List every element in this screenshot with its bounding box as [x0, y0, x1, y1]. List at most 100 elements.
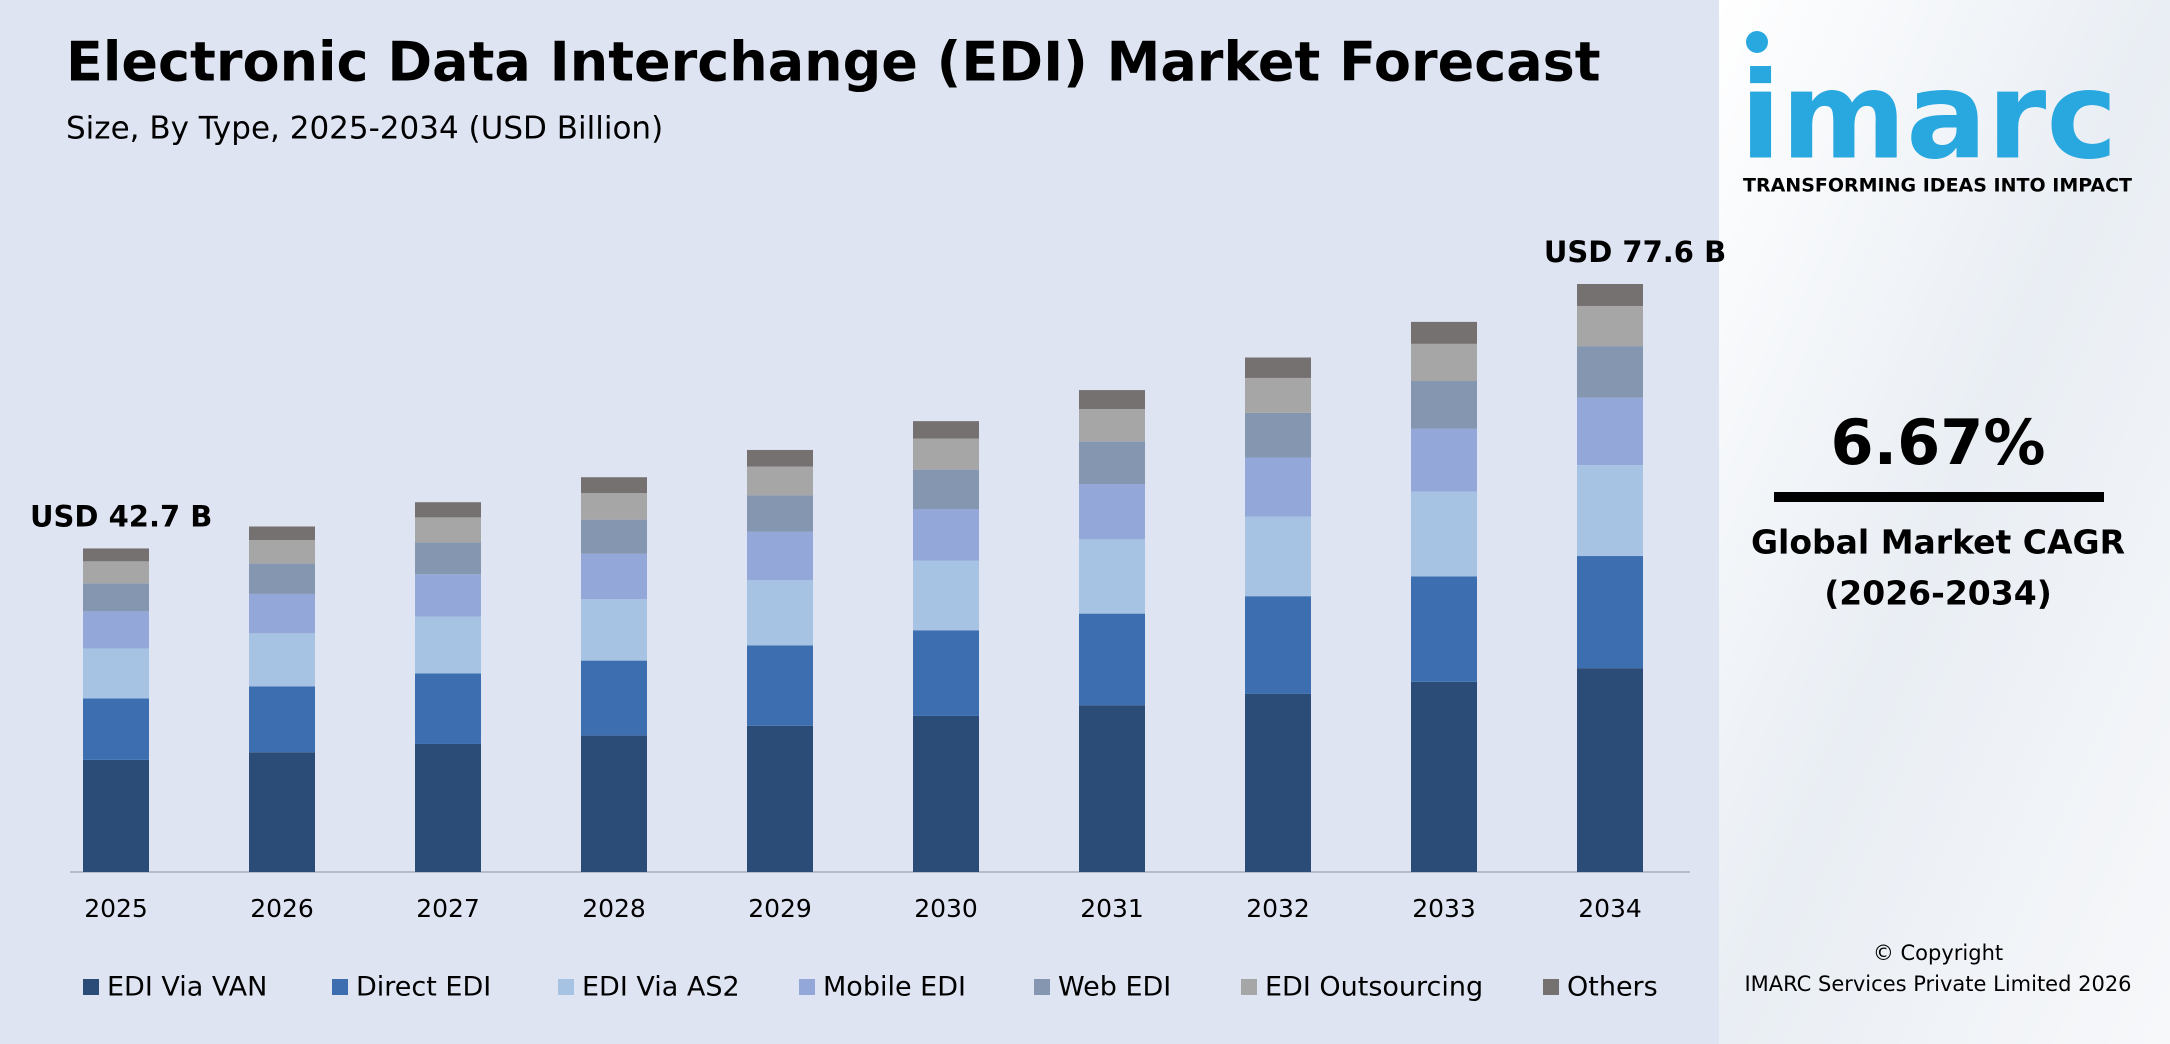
legend-label: Mobile EDI [823, 972, 966, 1003]
bar-segment [83, 759, 149, 872]
bar-segment [1079, 390, 1145, 410]
bar-segment [1079, 441, 1145, 485]
bar-segment [1577, 465, 1643, 557]
legend-marker [558, 979, 574, 995]
annotation: USD 77.6 B [1544, 235, 1726, 269]
bar-segment [1245, 516, 1311, 597]
bar-segment [1079, 705, 1145, 872]
bar-segment [249, 752, 315, 872]
bar-segment [1245, 412, 1311, 458]
bar-segment [747, 725, 813, 872]
bar-segment [249, 593, 315, 634]
bar-segment [83, 648, 149, 699]
bar-segment [83, 611, 149, 649]
bar-segment [1577, 556, 1643, 669]
bar-segment [581, 735, 647, 872]
bar-segment [581, 519, 647, 554]
bar-segment [1577, 284, 1643, 306]
bar-segment [415, 517, 481, 543]
legend-marker [1034, 979, 1050, 995]
cagr-label: Global Market CAGR [1751, 523, 2125, 562]
legend-label: EDI Via VAN [107, 972, 267, 1003]
bar-segment [249, 633, 315, 687]
x-tick-label: 2029 [748, 894, 812, 923]
bar-segment [747, 580, 813, 646]
bar-segment [747, 645, 813, 726]
bar-segment [1577, 668, 1643, 872]
bar-segment [249, 563, 315, 594]
legend-label: Others [1567, 972, 1658, 1003]
bar-segment [1245, 357, 1311, 378]
bar-segment [581, 660, 647, 736]
logo: imarc [1740, 48, 2117, 187]
bar-segment [1079, 409, 1145, 442]
cagr-value: 6.67% [1830, 406, 2045, 479]
bar-segment [1411, 321, 1477, 344]
bar-segment [249, 686, 315, 753]
bar-segment [415, 542, 481, 575]
bar-segment [1411, 576, 1477, 682]
bar-segment [747, 466, 813, 496]
bar-segment [913, 469, 979, 510]
x-tick-label: 2032 [1246, 894, 1310, 923]
chart-subtitle: Size, By Type, 2025-2034 (USD Billion) [66, 111, 663, 147]
x-tick-label: 2034 [1578, 894, 1642, 923]
bar-segment [1245, 596, 1311, 694]
x-tick-label: 2031 [1080, 894, 1144, 923]
bar-segment [1411, 681, 1477, 872]
x-tick-label: 2026 [250, 894, 314, 923]
legend-marker [1241, 979, 1257, 995]
x-tick-label: 2030 [914, 894, 978, 923]
bar-segment [1411, 380, 1477, 429]
legend-label: Direct EDI [356, 972, 491, 1003]
logo-dot [1746, 31, 1768, 53]
legend-marker [1543, 979, 1559, 995]
bar-segment [913, 560, 979, 631]
bar-segment [1411, 428, 1477, 492]
bar-segment [415, 502, 481, 518]
bar-segment [581, 493, 647, 520]
bar-segment [747, 531, 813, 581]
chart-title: Electronic Data Interchange (EDI) Market… [66, 31, 1601, 94]
legend-marker [83, 979, 99, 995]
x-tick-label: 2028 [582, 894, 646, 923]
bar-segment [913, 630, 979, 716]
bar-segment [1411, 491, 1477, 577]
bar-segment [83, 548, 149, 562]
bar-segment [83, 561, 149, 584]
tagline: TRANSFORMING IDEAS INTO IMPACT [1743, 175, 2132, 197]
bar-segment [1245, 693, 1311, 872]
x-tick-label: 2033 [1412, 894, 1476, 923]
bar-segment [913, 438, 979, 470]
bar-segment [415, 574, 481, 617]
legend-label: EDI Via AS2 [582, 972, 740, 1003]
side-background [1719, 0, 2170, 1044]
legend-marker [799, 979, 815, 995]
copyright: © Copyright [1873, 941, 2003, 965]
bar-segment [747, 495, 813, 532]
bar-segment [1411, 343, 1477, 381]
bar-segment [415, 743, 481, 872]
bar-segment [581, 599, 647, 661]
bar-segment [1577, 346, 1643, 398]
bar-segment [1079, 539, 1145, 614]
bar-segment [1079, 613, 1145, 706]
bar-segment [83, 698, 149, 760]
legend-marker [332, 979, 348, 995]
bar-segment [1577, 305, 1643, 347]
x-tick-label: 2027 [416, 894, 480, 923]
bar-segment [913, 715, 979, 872]
bar-segment [415, 673, 481, 744]
bar-segment [747, 449, 813, 467]
company: IMARC Services Private Limited 2026 [1744, 972, 2131, 996]
bar-segment [1245, 457, 1311, 517]
bar-segment [913, 421, 979, 439]
bar-segment [581, 553, 647, 600]
bar-segment [1245, 377, 1311, 413]
bar-segment [415, 616, 481, 674]
x-tick-label: 2025 [84, 894, 148, 923]
bar-segment [1079, 484, 1145, 540]
bar-segment [913, 509, 979, 561]
annotation: USD 42.7 B [30, 499, 212, 533]
